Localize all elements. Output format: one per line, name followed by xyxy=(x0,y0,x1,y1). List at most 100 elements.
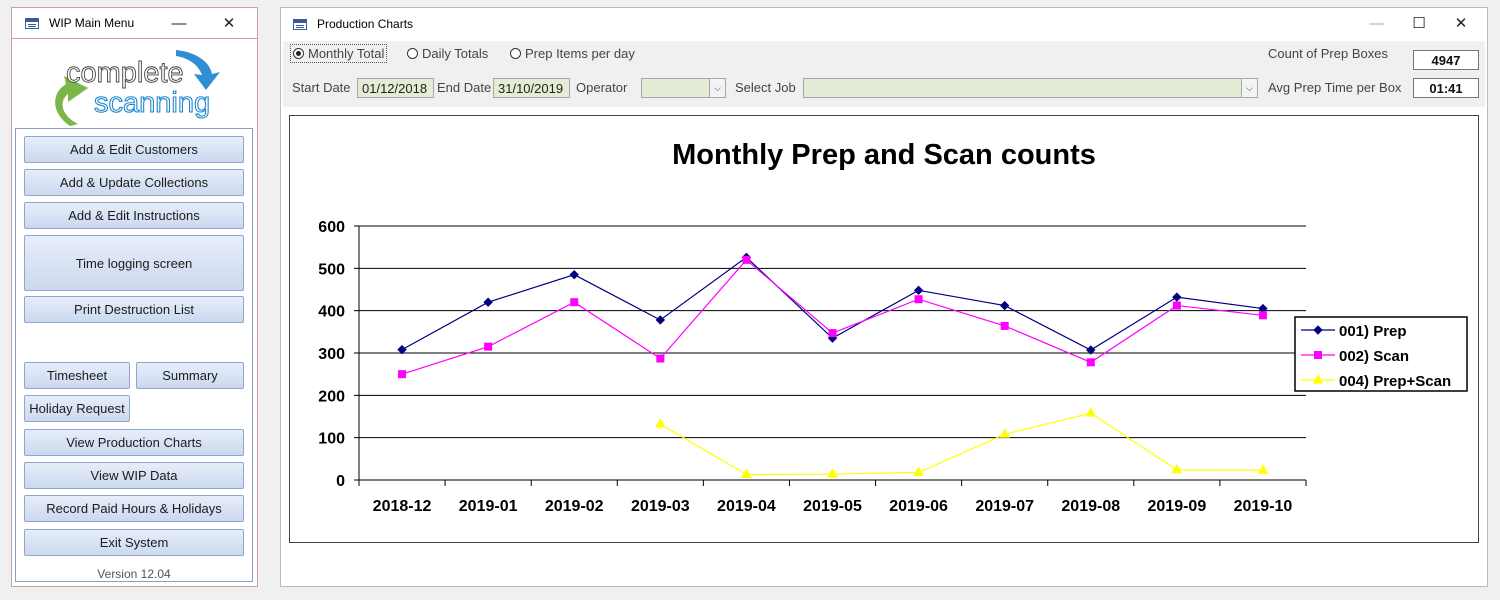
count-prep-boxes-value: 4947 xyxy=(1413,50,1479,70)
production-charts-window: Production Charts — ☐ ✕ Monthly Total Da… xyxy=(280,7,1488,587)
data-point xyxy=(484,342,493,351)
data-point xyxy=(741,468,752,478)
chevron-down-icon[interactable]: ⌵ xyxy=(1241,79,1257,97)
start-date-input[interactable]: 01/12/2018 xyxy=(357,78,434,98)
operator-label: Operator xyxy=(576,80,628,95)
y-tick-label: 100 xyxy=(318,431,345,448)
x-tick-label: 2019-03 xyxy=(631,498,690,515)
x-tick-label: 2019-05 xyxy=(803,498,862,515)
radio-monthly-label: Monthly Total xyxy=(308,46,385,61)
chevron-down-icon[interactable]: ⌵ xyxy=(709,79,725,97)
legend-marker xyxy=(1313,325,1323,335)
x-tick-label: 2019-01 xyxy=(459,498,518,515)
wip-window-title: WIP Main Menu xyxy=(49,16,135,30)
time-logging-screen-button[interactable]: Time logging screen xyxy=(24,235,244,291)
app-form-icon xyxy=(25,17,39,29)
y-tick-label: 0 xyxy=(336,473,345,490)
data-point xyxy=(913,285,924,296)
data-point xyxy=(1085,407,1097,417)
add-edit-instructions-button[interactable]: Add & Edit Instructions xyxy=(24,202,244,229)
minimize-icon[interactable]: — xyxy=(171,14,187,32)
chart-controls: Monthly Total Daily Totals Prep Items pe… xyxy=(283,41,1485,107)
timesheet-button[interactable]: Timesheet xyxy=(24,362,130,389)
menu-button-panel: Add & Edit Customers Add & Update Collec… xyxy=(15,128,253,582)
radio-monthly-total[interactable]: Monthly Total xyxy=(289,44,388,63)
legend-label: 004) Prep+Scan xyxy=(1339,373,1451,390)
data-point xyxy=(827,468,838,478)
data-point xyxy=(1171,463,1183,474)
data-point xyxy=(1000,321,1009,330)
holiday-request-button[interactable]: Holiday Request xyxy=(24,395,130,422)
view-production-charts-button[interactable]: View Production Charts xyxy=(24,429,244,456)
end-date-input[interactable]: 31/10/2019 xyxy=(493,78,570,98)
data-point xyxy=(913,466,924,476)
data-point xyxy=(397,344,407,355)
view-wip-data-button[interactable]: View WIP Data xyxy=(24,462,244,489)
radio-daily-label: Daily Totals xyxy=(422,46,489,61)
record-paid-hours-button[interactable]: Record Paid Hours & Holidays xyxy=(24,495,244,522)
data-point xyxy=(1086,358,1095,367)
legend-marker xyxy=(1314,351,1322,359)
logo-text-complete: complete xyxy=(66,57,184,89)
data-point xyxy=(1258,311,1267,320)
exit-system-button[interactable]: Exit System xyxy=(24,529,244,556)
x-tick-label: 2019-08 xyxy=(1061,498,1120,515)
data-point xyxy=(1172,292,1182,302)
close-icon[interactable]: ✕ xyxy=(1454,15,1468,32)
app-form-icon xyxy=(293,18,307,30)
count-prep-boxes-label: Count of Prep Boxes xyxy=(1268,46,1388,61)
y-tick-label: 200 xyxy=(318,388,345,405)
wip-titlebar[interactable]: WIP Main Menu — ✕ xyxy=(12,8,257,38)
data-point xyxy=(999,428,1011,438)
data-point xyxy=(999,300,1010,311)
radio-selected-icon xyxy=(293,48,304,59)
radio-prep-items-per-day[interactable]: Prep Items per day xyxy=(510,46,635,61)
data-point xyxy=(655,315,666,325)
x-tick-label: 2018-12 xyxy=(373,498,432,515)
chart-area: Monthly Prep and Scan counts 0 100 200 300 4… xyxy=(289,115,1479,543)
data-point xyxy=(483,297,493,307)
minimize-icon[interactable]: — xyxy=(1369,14,1385,32)
chart-title: Monthly Prep and Scan counts xyxy=(672,139,1096,171)
titlebar-divider xyxy=(12,38,257,39)
select-job-label: Select Job xyxy=(735,80,796,95)
summary-button[interactable]: Summary xyxy=(136,362,244,389)
legend-label: 002) Scan xyxy=(1339,348,1409,365)
x-tick-label: 2019-02 xyxy=(545,498,604,515)
legend-marker xyxy=(1312,373,1324,384)
prod-titlebar[interactable]: Production Charts — ☐ ✕ xyxy=(281,8,1487,40)
operator-select[interactable]: ⌵ xyxy=(641,78,726,98)
x-tick-label: 2019-04 xyxy=(717,498,776,515)
chart-legend xyxy=(1294,316,1468,392)
line-chart: Monthly Prep and Scan counts 0 100 200 300 4… xyxy=(318,139,1468,515)
logo-text-scanning: scanning xyxy=(94,87,210,119)
add-update-collections-button[interactable]: Add & Update Collections xyxy=(24,169,244,196)
data-point xyxy=(569,269,579,280)
x-tick-label: 2019-10 xyxy=(1234,498,1293,515)
data-point xyxy=(656,354,665,363)
start-date-label: Start Date xyxy=(292,80,351,95)
radio-daily-totals[interactable]: Daily Totals xyxy=(407,46,488,61)
data-point xyxy=(1257,464,1269,474)
data-point xyxy=(1172,301,1181,310)
y-tick-label: 400 xyxy=(318,304,345,321)
avg-prep-time-value: 01:41 xyxy=(1413,78,1479,98)
x-tick-label: 2019-07 xyxy=(975,498,1034,515)
data-point xyxy=(398,370,407,379)
series-line xyxy=(660,412,1263,476)
x-tick-label: 2019-09 xyxy=(1148,498,1207,515)
close-icon[interactable]: ✕ xyxy=(222,15,236,32)
print-destruction-list-button[interactable]: Print Destruction List xyxy=(24,296,244,323)
select-job-select[interactable]: ⌵ xyxy=(803,78,1258,98)
y-tick-label: 600 xyxy=(318,219,345,236)
maximize-icon[interactable]: ☐ xyxy=(1412,15,1426,32)
radio-unselected-icon xyxy=(510,48,521,59)
data-point xyxy=(742,255,751,264)
end-date-label: End Date xyxy=(437,80,492,95)
series-line xyxy=(401,259,1264,375)
wip-main-menu-window: WIP Main Menu — ✕ complete scanning Add … xyxy=(11,7,258,587)
add-edit-customers-button[interactable]: Add & Edit Customers xyxy=(24,136,244,163)
version-label: Version 12.04 xyxy=(97,567,171,581)
data-point xyxy=(828,329,837,338)
data-point xyxy=(914,295,923,304)
